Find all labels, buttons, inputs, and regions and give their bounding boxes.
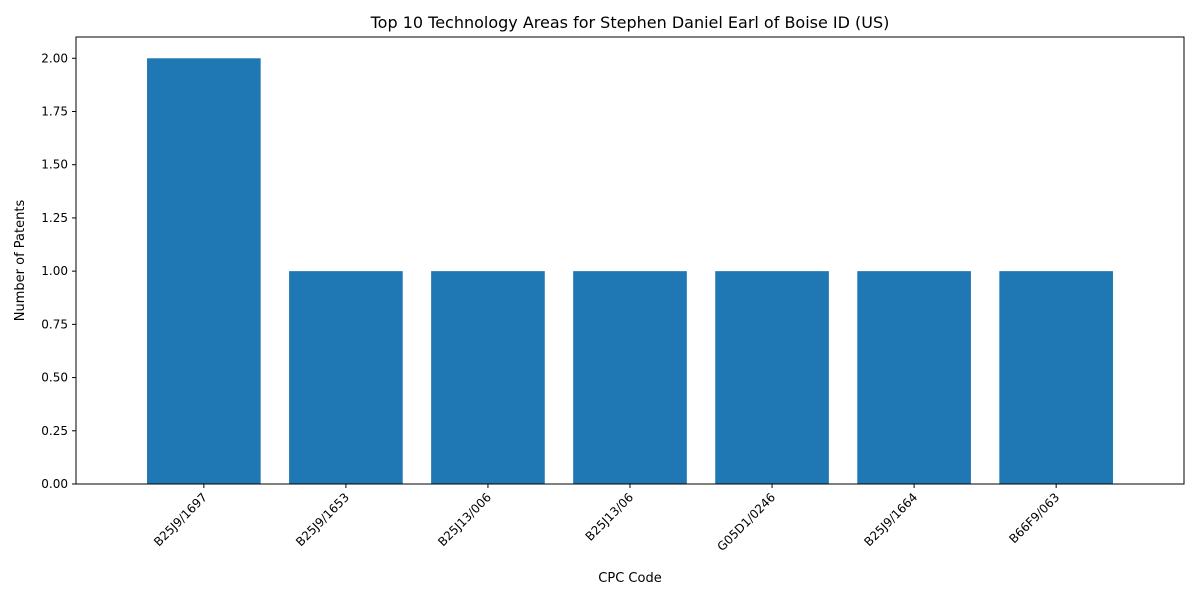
x-tick-label: B25J13/06 <box>583 490 636 543</box>
bar-b25j13-006 <box>431 271 545 484</box>
bar-b25j9-1697 <box>147 58 261 484</box>
y-tick-label: 1.75 <box>41 105 68 119</box>
bar-b66f9-063 <box>999 271 1113 484</box>
x-tick-label: G05D1/0246 <box>715 490 779 554</box>
x-tick-label: B25J9/1697 <box>151 490 210 549</box>
y-tick-label: 1.25 <box>41 211 68 225</box>
x-axis-label: CPC Code <box>598 571 661 586</box>
bar-b25j13-06 <box>573 271 687 484</box>
y-tick-label: 0.75 <box>41 317 68 331</box>
x-axis: B25J9/1697 B25J9/1653 B25J13/006 B25J13/06 G… <box>151 484 1062 554</box>
bar-b25j9-1653 <box>289 271 403 484</box>
x-tick-label: B25J9/1664 <box>861 490 920 549</box>
x-tick-label: B66F9/063 <box>1006 490 1062 546</box>
y-axis-label: Number of Patents <box>13 200 28 322</box>
x-tick-label: B25J13/006 <box>435 490 494 549</box>
y-tick-label: 1.00 <box>41 264 68 278</box>
y-axis: 0.00 0.25 0.50 0.75 1.00 1.25 1.50 1.75 2.00 <box>41 51 76 491</box>
y-tick-label: 2.00 <box>41 51 68 65</box>
chart-title: Top 10 Technology Areas for Stephen Dani… <box>370 13 890 32</box>
y-tick-label: 0.00 <box>41 477 68 491</box>
y-tick-label: 1.50 <box>41 158 68 172</box>
y-tick-label: 0.25 <box>41 424 68 438</box>
bar-g05d1-0246 <box>715 271 829 484</box>
x-tick-label: B25J9/1653 <box>293 490 352 549</box>
y-tick-label: 0.50 <box>41 371 68 385</box>
bar-b25j9-1664 <box>857 271 971 484</box>
bars-group <box>147 58 1113 484</box>
